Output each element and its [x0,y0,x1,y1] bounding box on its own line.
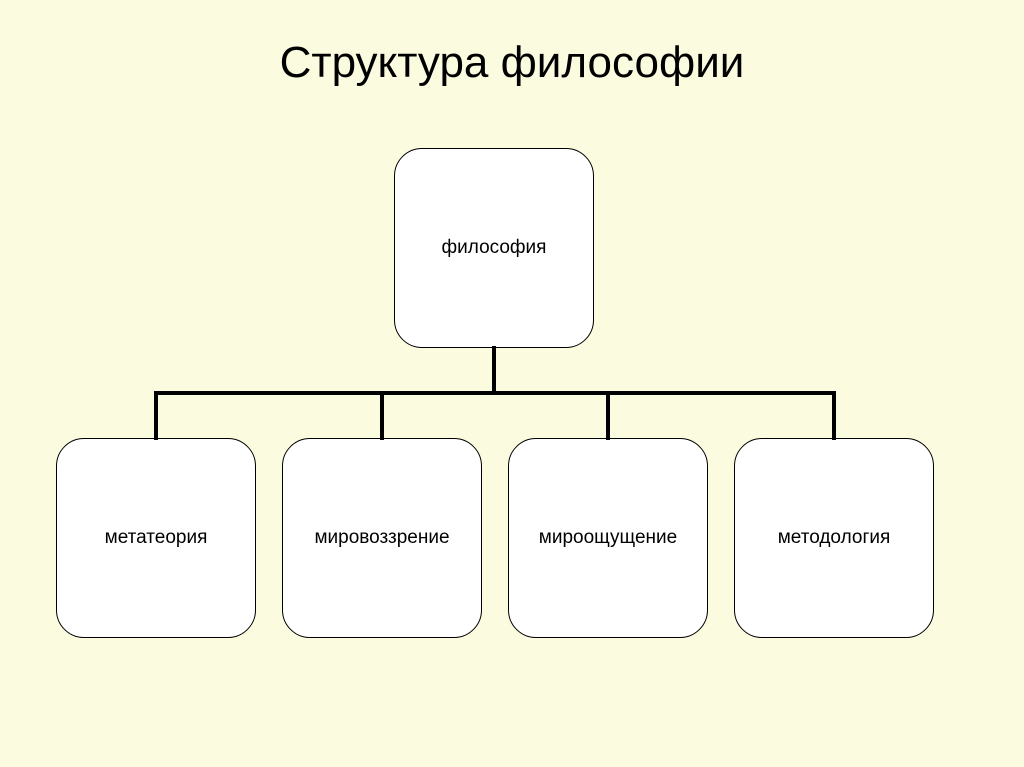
node-child-2-label: мировоззрение [314,527,449,549]
node-root: философия [394,148,594,348]
node-root-label: философия [442,237,547,259]
node-child-1-label: метатеория [105,527,208,549]
node-child-2: мировоззрение [282,438,482,638]
node-child-1: метатеория [56,438,256,638]
page-title: Структура философии [0,38,1024,88]
node-child-4: методология [734,438,934,638]
connectors [0,0,1024,767]
node-child-4-label: методология [778,527,891,549]
node-child-3-label: мироощущение [539,527,677,549]
node-child-3: мироощущение [508,438,708,638]
